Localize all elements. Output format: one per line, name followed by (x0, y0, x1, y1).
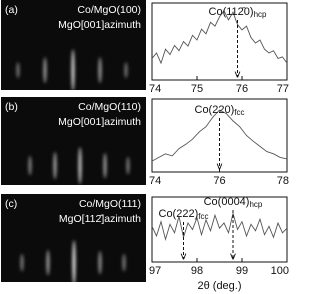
x-tick-label: 99 (236, 265, 248, 277)
peak-label: Co(222)fcc (159, 208, 209, 221)
azimuth-label: MgO[001]azimuth (58, 19, 141, 31)
rheed-streak (126, 157, 129, 175)
rheed-streak (71, 49, 74, 91)
x-tick-label: 100 (271, 265, 289, 277)
panel-label: (a) (5, 4, 18, 16)
rheed-streak (28, 156, 31, 176)
peak-label-main: Co(220) (195, 104, 235, 116)
x-tick-label: 74 (149, 175, 161, 187)
rheed-streak (124, 62, 127, 78)
x-tick-label: 74 (149, 83, 161, 95)
x-tick-label: 98 (191, 265, 203, 277)
azimuth-label: MgO[001]azimuth (58, 116, 141, 128)
rheed-streak (16, 62, 19, 78)
peak-label: Co(112̄0)hcp (209, 6, 267, 19)
rheed-streak (43, 57, 46, 83)
figure: (a) Co/MgO(100) MgO[001]azimuth 74 75 76 77 Co(… (0, 0, 289, 294)
azimuth-label: MgO[112̄]azimuth (59, 213, 141, 225)
panel-label: (c) (5, 198, 17, 210)
x-tick-label: 97 (149, 265, 161, 277)
rheed-streak (72, 240, 75, 285)
peak-label-main: Co(0004) (204, 196, 250, 208)
x-tick-label: 76 (213, 175, 225, 187)
xrd-line (152, 11, 287, 63)
sample-label: Co/MgO(111) (79, 198, 141, 210)
rheed-streak (78, 147, 81, 184)
sample-label: Co/MgO(100) (77, 4, 141, 16)
x-axis-label: 2θ (deg.) (197, 280, 241, 292)
rheed-streak (98, 251, 101, 274)
peak-label-main: Co(112̄0) (209, 6, 254, 18)
peak-label-sub: hcp (254, 10, 267, 19)
x-tick-label: 76 (236, 83, 248, 95)
peak-label-main: Co(222) (159, 208, 199, 220)
rheed-streak (122, 254, 125, 272)
rheed-streak (98, 57, 101, 83)
peak-label: Co(0004)hcp (204, 196, 263, 209)
rheed-streak (53, 152, 56, 179)
sample-label: Co/MgO(110) (78, 101, 141, 113)
peak-label-sub: fcc (198, 212, 208, 221)
rheed-streak (20, 254, 23, 272)
x-tick-label: 75 (191, 83, 203, 95)
rheed-streak (103, 153, 106, 178)
rheed-streak (46, 250, 49, 275)
panel-label: (b) (5, 101, 18, 113)
x-tick-label: 78 (277, 175, 289, 187)
peak-label: Co(220)fcc (195, 104, 245, 117)
peak-label-sub: fcc (234, 108, 244, 117)
x-tick-label: 77 (277, 83, 289, 95)
peak-label-sub: hcp (249, 200, 262, 209)
